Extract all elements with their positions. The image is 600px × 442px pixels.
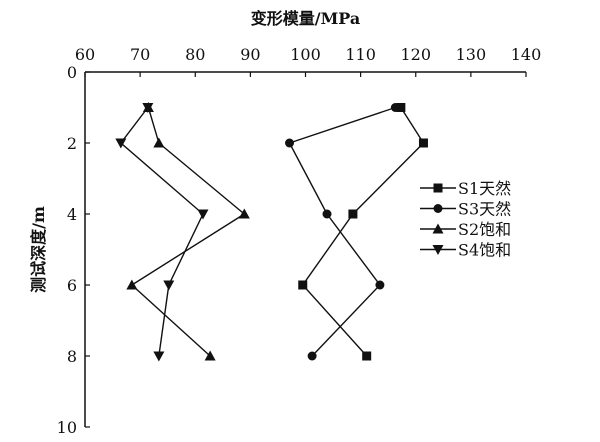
data-point bbox=[362, 351, 372, 361]
data-point bbox=[153, 351, 165, 362]
data-point bbox=[153, 137, 165, 148]
data-point bbox=[115, 138, 127, 149]
y-tick-label: 8 bbox=[67, 347, 77, 366]
y-axis-label: 测试深度/m bbox=[29, 206, 48, 293]
x-tick-label: 130 bbox=[456, 45, 487, 64]
data-point bbox=[204, 350, 216, 361]
legend-marker bbox=[432, 245, 444, 255]
y-tick-label: 0 bbox=[67, 63, 77, 82]
x-tick-label: 120 bbox=[400, 45, 431, 64]
data-point bbox=[396, 103, 406, 112]
legend-label: S3天然 bbox=[458, 200, 511, 219]
y-tick-label: 4 bbox=[67, 205, 77, 224]
x-tick-label: 140 bbox=[511, 45, 542, 64]
data-point bbox=[163, 280, 175, 291]
series-line-1 bbox=[288, 106, 396, 357]
data-point bbox=[390, 103, 400, 112]
legend-marker bbox=[432, 223, 444, 234]
legend-marker bbox=[433, 183, 443, 193]
data-point bbox=[197, 209, 209, 220]
data-point bbox=[375, 280, 385, 290]
y-tick-label: 2 bbox=[67, 134, 77, 153]
data-point bbox=[307, 351, 317, 361]
legend-label: S4饱和 bbox=[458, 241, 511, 260]
data-point bbox=[238, 208, 250, 219]
x-tick-label: 60 bbox=[75, 45, 95, 64]
series-line-0 bbox=[301, 107, 425, 357]
y-tick-label: 6 bbox=[67, 276, 77, 295]
x-tick-label: 80 bbox=[185, 45, 205, 64]
data-point bbox=[142, 103, 154, 113]
data-point bbox=[348, 209, 358, 219]
x-axis-label: 变形模量/MPa bbox=[251, 9, 361, 28]
data-point bbox=[298, 280, 308, 290]
series-line-2 bbox=[130, 107, 246, 357]
legend-marker bbox=[433, 204, 443, 213]
x-tick-label: 90 bbox=[240, 45, 260, 64]
legend-label: S1天然 bbox=[458, 179, 511, 198]
x-tick-label: 70 bbox=[130, 45, 150, 64]
data-point bbox=[418, 138, 428, 148]
y-tick-label: 10 bbox=[57, 418, 77, 437]
legend-label: S2饱和 bbox=[458, 220, 511, 239]
x-tick-label: 100 bbox=[290, 45, 321, 64]
data-point bbox=[285, 138, 295, 148]
x-tick-label: 110 bbox=[345, 45, 376, 64]
data-point bbox=[126, 279, 138, 290]
data-point bbox=[322, 209, 332, 219]
